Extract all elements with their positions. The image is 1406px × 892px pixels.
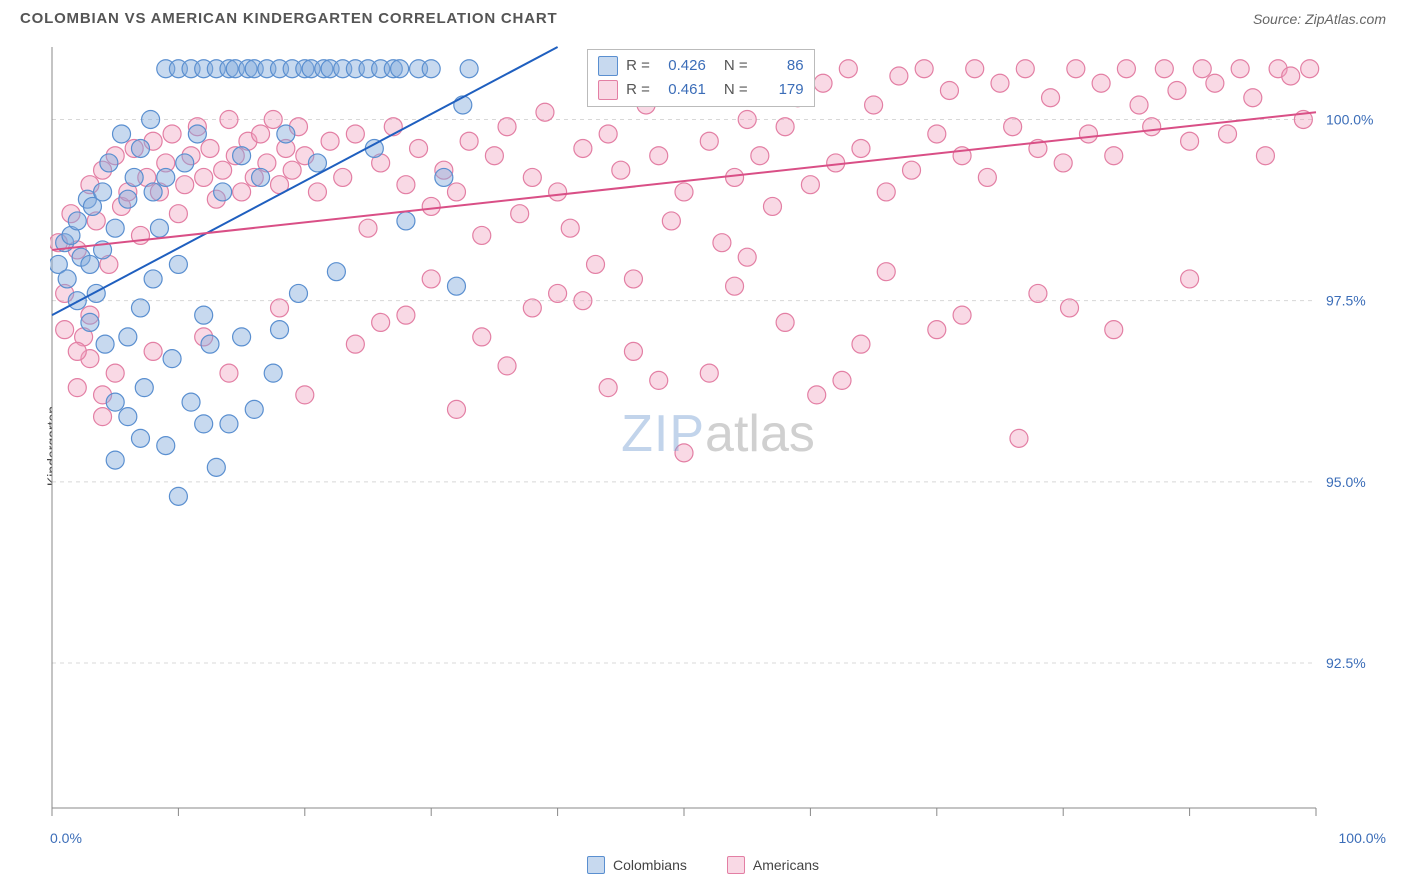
x-axis-min-label: 0.0% bbox=[50, 830, 82, 846]
r-value-colombians: 0.426 bbox=[658, 57, 706, 74]
legend: Colombians Americans bbox=[0, 856, 1406, 874]
svg-text:92.5%: 92.5% bbox=[1326, 655, 1366, 671]
n-value-colombians: 86 bbox=[756, 57, 804, 74]
correlation-stats-box: R = 0.426 N = 86 R = 0.461 N = 179 bbox=[587, 49, 815, 107]
chart-title: COLOMBIAN VS AMERICAN KINDERGARTEN CORRE… bbox=[20, 10, 557, 27]
n-label: N = bbox=[724, 57, 748, 74]
svg-text:95.0%: 95.0% bbox=[1326, 474, 1366, 490]
legend-swatch-colombians bbox=[587, 856, 605, 874]
legend-item-americans: Americans bbox=[727, 856, 819, 874]
r-label: R = bbox=[626, 57, 650, 74]
chart-plot-area: 92.5%95.0%97.5%100.0% ZIPatlas R = 0.426… bbox=[50, 45, 1386, 822]
stats-row-americans: R = 0.461 N = 179 bbox=[588, 78, 814, 102]
source-attribution: Source: ZipAtlas.com bbox=[1253, 11, 1386, 27]
x-axis-labels: 0.0% 100.0% bbox=[50, 830, 1386, 850]
swatch-americans bbox=[598, 80, 618, 100]
legend-swatch-americans bbox=[727, 856, 745, 874]
svg-text:97.5%: 97.5% bbox=[1326, 293, 1366, 309]
swatch-colombians bbox=[598, 56, 618, 76]
chart-svg: 92.5% 95.0% 97.5% 100.0% bbox=[50, 45, 1386, 822]
legend-label-colombians: Colombians bbox=[613, 857, 687, 873]
stats-row-colombians: R = 0.426 N = 86 bbox=[588, 54, 814, 78]
r-label: R = bbox=[626, 81, 650, 98]
svg-text:100.0%: 100.0% bbox=[1326, 111, 1373, 127]
n-label: N = bbox=[724, 81, 748, 98]
r-value-americans: 0.461 bbox=[658, 81, 706, 98]
x-axis-max-label: 100.0% bbox=[1339, 830, 1386, 846]
n-value-americans: 179 bbox=[756, 81, 804, 98]
legend-label-americans: Americans bbox=[753, 857, 819, 873]
legend-item-colombians: Colombians bbox=[587, 856, 687, 874]
